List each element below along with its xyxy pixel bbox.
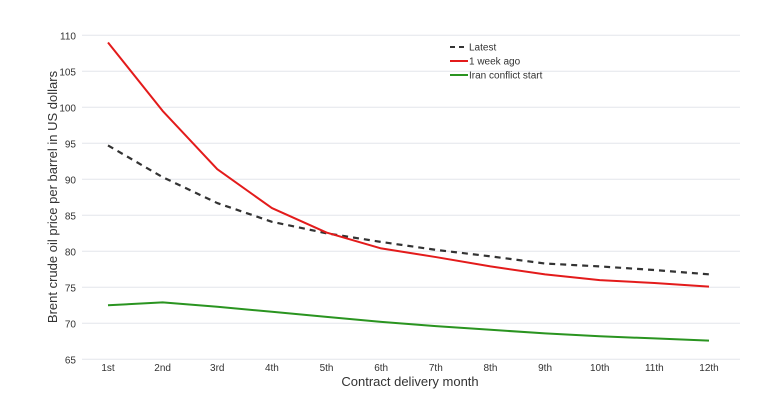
series-line-0 <box>107 144 710 276</box>
x-tick-label: 10th <box>590 363 609 374</box>
y-tick-label: 95 <box>65 139 77 150</box>
x-tick-label: 4th <box>265 363 279 374</box>
x-axis-ticks: 1st 2nd 3rd 4th 5th 6th 7th 8th 9th 10th 11th 12th <box>101 363 718 374</box>
series-line-1 <box>107 41 710 288</box>
y-tick-label: 110 <box>60 31 76 42</box>
x-tick-label: 2nd <box>154 363 171 374</box>
y-tick-label: 75 <box>65 283 77 294</box>
y-tick-label: 65 <box>65 355 77 366</box>
legend-label: 1 week ago <box>469 57 521 68</box>
series-lines <box>107 41 710 342</box>
y-tick-label: 105 <box>59 67 76 78</box>
x-axis-label: Contract delivery month <box>341 374 478 389</box>
y-tick-label: 85 <box>65 211 77 222</box>
y-axis-ticks: 65 70 75 80 85 90 95 100 105 110 <box>59 31 76 366</box>
legend-label: Latest <box>469 43 496 54</box>
series-line-2 <box>107 301 710 342</box>
x-tick-label: 7th <box>429 363 443 374</box>
x-tick-label: 5th <box>320 363 334 374</box>
x-tick-label: 12th <box>699 363 718 374</box>
y-axis-label: Brent crude oil price per barrel in US d… <box>45 70 60 323</box>
y-tick-label: 100 <box>59 103 76 114</box>
legend-label: Iran conflict start <box>469 71 543 82</box>
x-tick-label: 8th <box>484 363 498 374</box>
x-tick-label: 9th <box>538 363 552 374</box>
y-tick-label: 80 <box>65 247 77 258</box>
y-tick-label: 70 <box>65 319 77 330</box>
gridlines <box>82 34 740 360</box>
x-tick-label: 11th <box>645 363 664 374</box>
x-tick-label: 6th <box>374 363 388 374</box>
legend: Latest 1 week ago Iran conflict start <box>450 43 543 82</box>
x-tick-label: 1st <box>101 363 115 374</box>
y-tick-label: 90 <box>65 175 77 186</box>
x-tick-label: 3rd <box>210 363 224 374</box>
